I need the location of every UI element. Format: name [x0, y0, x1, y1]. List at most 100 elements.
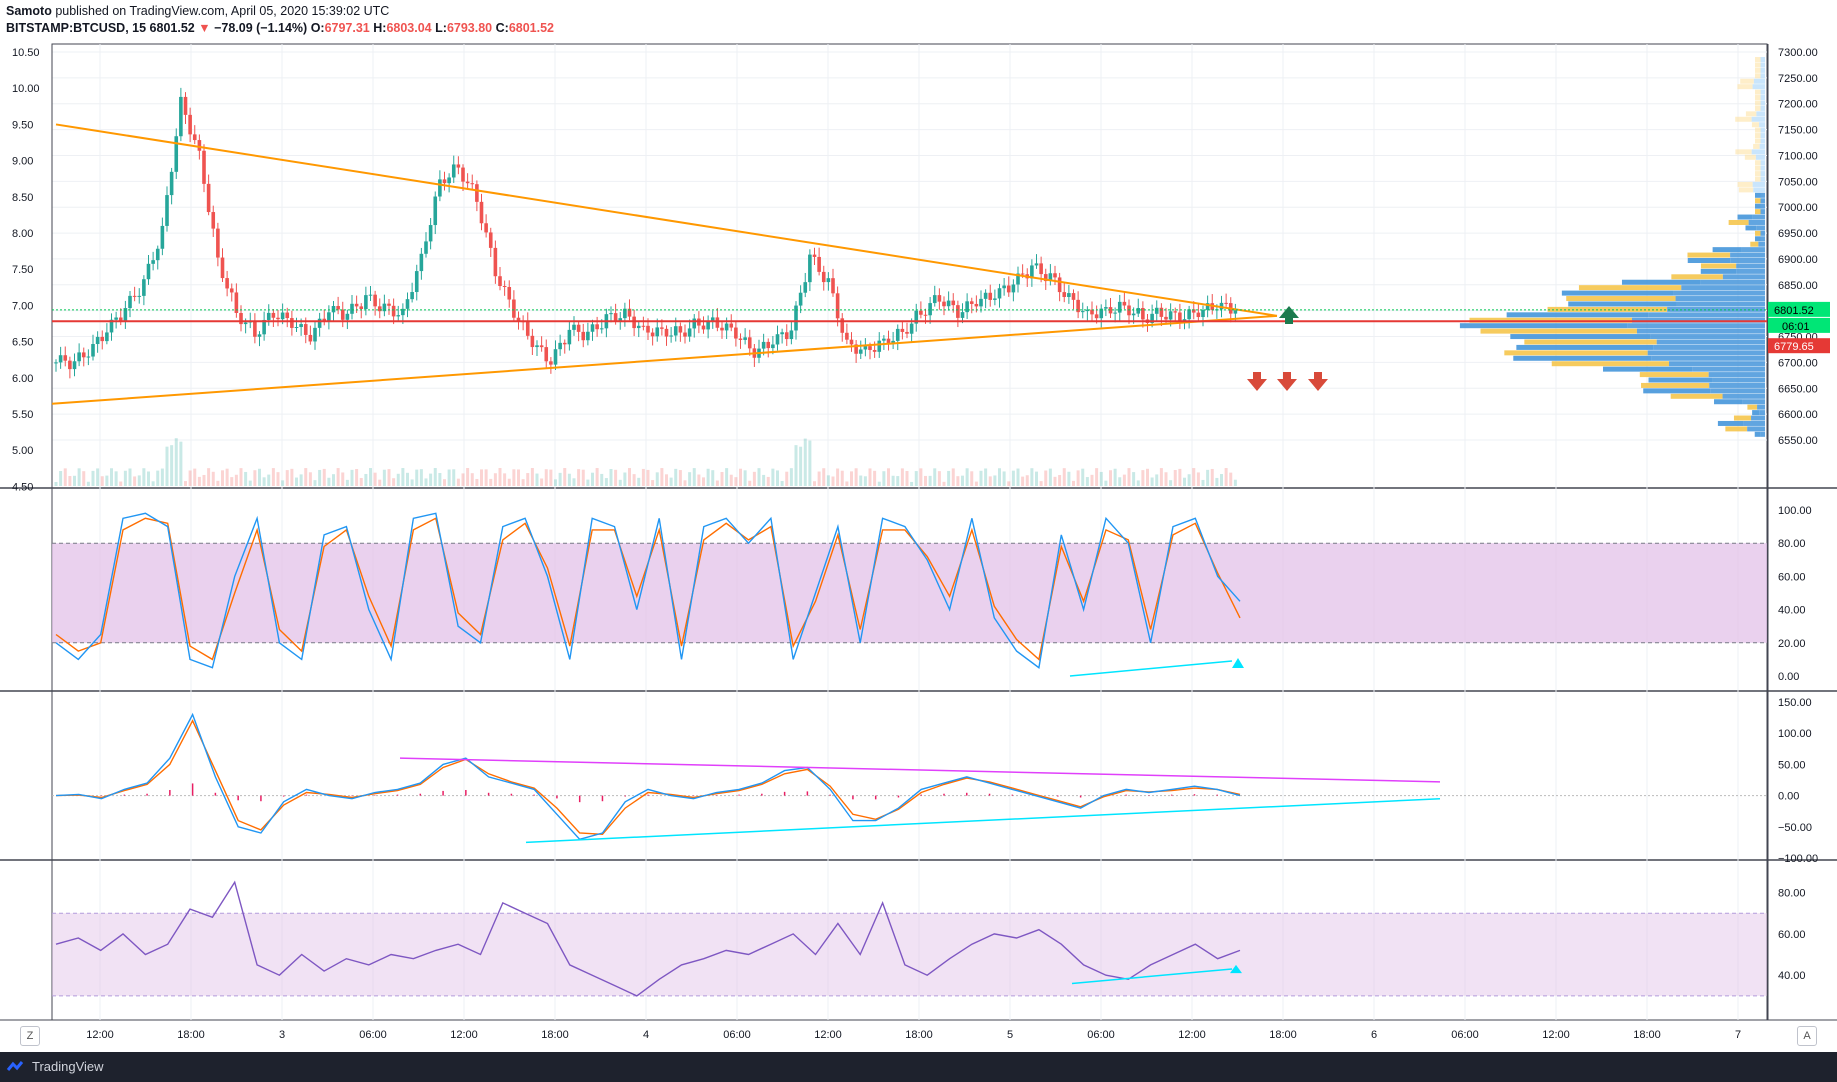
candle — [313, 321, 317, 350]
volume-bar — [1178, 468, 1182, 486]
candle-body — [724, 323, 729, 331]
candle-body — [276, 317, 280, 320]
left-axis-label: 10.00 — [12, 83, 40, 95]
volume-bar — [1007, 481, 1011, 486]
close-label: C: — [495, 21, 509, 35]
volume-bar — [609, 469, 613, 486]
candle — [544, 339, 549, 369]
volume-profile-bar — [1755, 133, 1761, 139]
candle-body — [438, 179, 442, 197]
volume-profile-bar — [1753, 187, 1765, 193]
candle-body — [803, 282, 808, 293]
candle — [373, 290, 377, 316]
volume-bar — [230, 477, 234, 486]
volume-profile-bar — [1722, 393, 1765, 399]
candle — [1090, 301, 1094, 322]
candle-body — [179, 96, 183, 137]
volume-bar — [248, 480, 252, 486]
volume-bar — [951, 468, 955, 486]
symbol-legend: BITSTAMP:BTCUSD, 15 6801.52 ▼ −78.09 (−1… — [6, 21, 554, 36]
volume-profile-bar — [1760, 100, 1765, 106]
candle — [132, 286, 137, 302]
candle-body — [946, 300, 951, 307]
volume-bar — [660, 468, 664, 486]
candle — [428, 218, 433, 250]
volume-profile-bar — [1760, 160, 1765, 166]
candle — [276, 309, 280, 327]
candle — [95, 331, 100, 353]
candle — [419, 247, 424, 280]
candle-body — [396, 315, 401, 317]
arrow-down-icon — [1277, 372, 1297, 391]
volume-profile-bar — [1755, 171, 1761, 177]
volume-bar — [595, 468, 599, 486]
candle-body — [734, 327, 738, 339]
candle-body — [1108, 307, 1113, 314]
candle-body — [488, 232, 493, 248]
volume-bar — [702, 477, 705, 486]
a-button[interactable]: A — [1797, 1026, 1817, 1046]
volume-profile-bar — [1760, 230, 1765, 236]
volume-bar — [785, 471, 789, 486]
candle — [1030, 259, 1034, 287]
candle-body — [428, 225, 433, 242]
volume-bar — [729, 474, 733, 486]
candle — [1159, 303, 1164, 327]
volume-profile-bar — [1760, 133, 1765, 139]
volume-bar — [651, 480, 655, 486]
volume-bar — [1159, 468, 1163, 486]
candle — [253, 313, 257, 344]
left-axis-label: 9.50 — [12, 119, 33, 131]
time-tick-label: 12:00 — [814, 1029, 842, 1041]
candle — [1067, 285, 1071, 304]
price-tick-label: 7300.00 — [1778, 47, 1818, 59]
candle — [895, 324, 900, 351]
candle-body — [280, 312, 285, 320]
candle-body — [761, 341, 766, 349]
candle — [229, 283, 234, 302]
candle-body — [211, 212, 216, 229]
candle-body — [1117, 301, 1122, 313]
time-tick-label: 7 — [1735, 1029, 1741, 1041]
volume-bar — [96, 468, 100, 486]
low-value: 6793.80 — [446, 21, 493, 35]
candle — [835, 286, 840, 327]
volume-profile-bar — [1648, 312, 1765, 318]
candle-body — [290, 318, 294, 328]
volume-bar — [637, 477, 641, 486]
volume-profile-bar — [1740, 78, 1754, 84]
price-tick-label: 6600.00 — [1778, 409, 1818, 421]
candle — [202, 144, 206, 193]
candle — [553, 340, 558, 371]
candle-body — [1062, 292, 1067, 297]
candle-body — [327, 312, 331, 322]
candle — [572, 316, 576, 336]
volume-bar — [993, 475, 997, 486]
candle-body — [858, 349, 863, 354]
volume-profile-bar — [1755, 192, 1761, 198]
candle-body — [387, 303, 391, 306]
volume-bar — [322, 468, 326, 486]
open-label: O: — [310, 21, 325, 35]
candle — [433, 191, 438, 235]
candle — [1085, 306, 1090, 321]
chart-canvas[interactable]: 12:00 18:00 3 06:00 12:00 18:00 4 06:00 12:00 18:… — [0, 0, 1837, 1052]
volume-profile-bar — [1747, 426, 1765, 432]
volume-profile-bar — [1755, 160, 1761, 166]
volume-profile-bar — [1700, 263, 1737, 269]
candle-body — [479, 201, 484, 224]
volume-bar — [1002, 471, 1006, 486]
volume-profile-bar — [1687, 258, 1731, 264]
candle — [683, 324, 687, 344]
candle-body — [900, 328, 905, 332]
candle-body — [632, 316, 636, 329]
candle-body — [1043, 274, 1048, 282]
volume-profile-bar — [1751, 149, 1765, 155]
z-button[interactable]: Z — [20, 1026, 40, 1046]
candle — [549, 357, 553, 374]
volume-bar — [655, 472, 659, 486]
volume-bar — [854, 468, 858, 486]
arrow-down-icon — [1308, 372, 1328, 391]
candle — [808, 249, 812, 292]
candle — [988, 284, 993, 307]
